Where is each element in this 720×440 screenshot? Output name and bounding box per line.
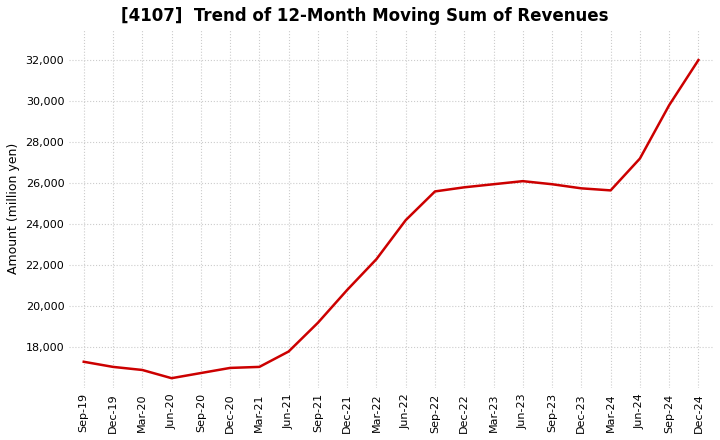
Y-axis label: Amount (million yen): Amount (million yen)	[7, 143, 20, 275]
Text: [4107]  Trend of 12-Month Moving Sum of Revenues: [4107] Trend of 12-Month Moving Sum of R…	[121, 7, 608, 25]
